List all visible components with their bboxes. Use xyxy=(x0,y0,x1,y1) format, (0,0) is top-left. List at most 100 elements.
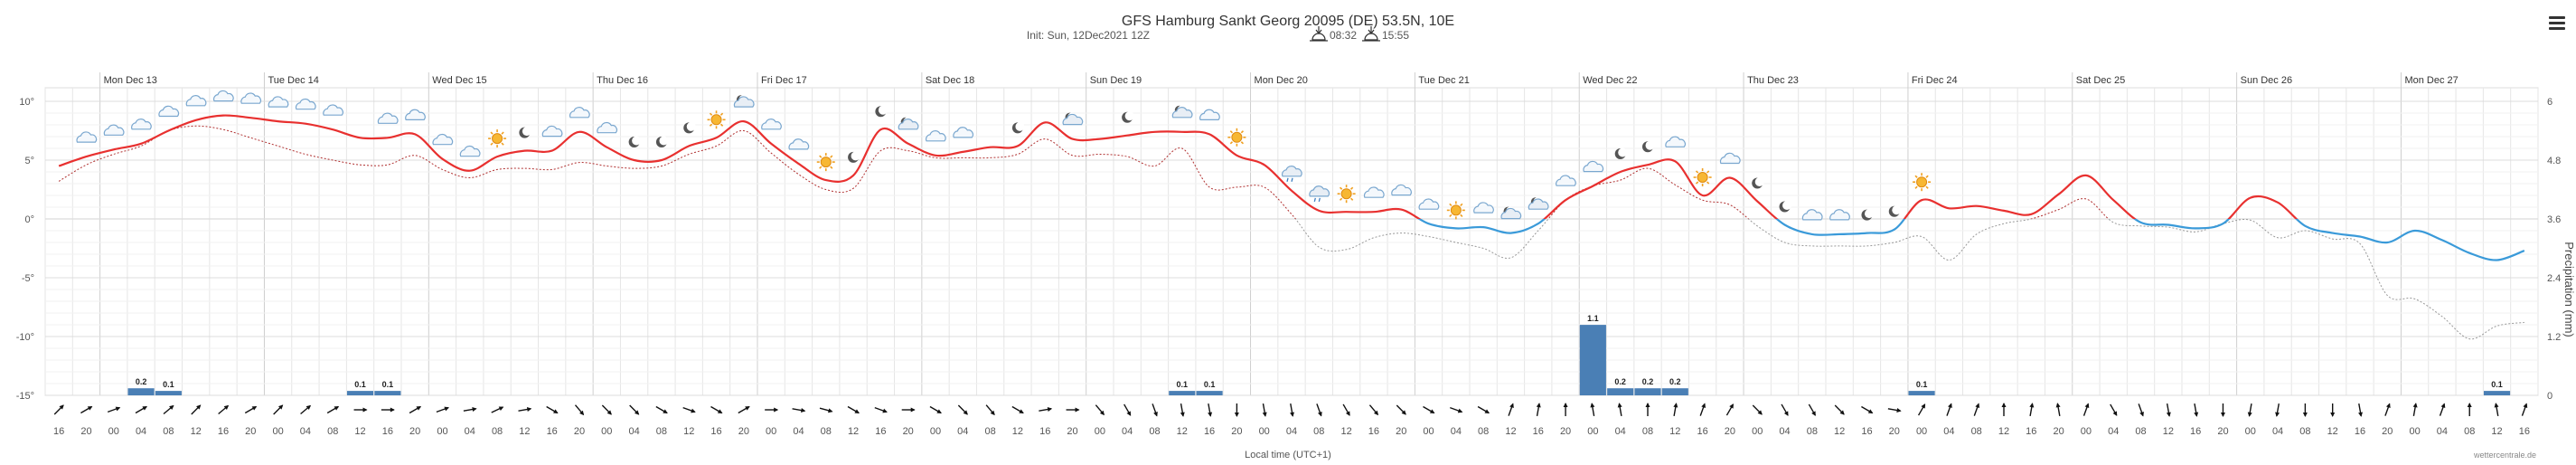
hour-tick-label: 04 xyxy=(1451,426,1462,437)
sun-ray xyxy=(1706,170,1710,174)
wind-head xyxy=(416,406,422,411)
hour-tick-label: 08 xyxy=(1971,426,1982,437)
moon-icon xyxy=(628,136,642,147)
precip-bar xyxy=(1579,325,1606,395)
cloud-icon xyxy=(158,105,180,118)
hour-tick-label: 00 xyxy=(2245,426,2256,437)
wind-head xyxy=(1290,412,1294,417)
wind-head xyxy=(115,406,121,412)
hour-tick-label: 04 xyxy=(2108,426,2119,437)
precip-bar xyxy=(1634,388,1661,395)
sun-ray xyxy=(709,123,713,127)
wind-head xyxy=(854,409,860,413)
wind-arrow xyxy=(1973,403,1980,416)
moon-icon xyxy=(848,151,860,163)
wind-head xyxy=(1373,410,1379,416)
wind-head xyxy=(2055,403,2061,408)
wind-head xyxy=(306,404,312,410)
hour-tick-label: 08 xyxy=(1478,426,1489,437)
cloud-shape xyxy=(185,95,207,107)
rain-drop xyxy=(1318,197,1321,203)
wind-arrow xyxy=(682,406,696,413)
cloud-shape xyxy=(1556,175,1576,186)
wind-arrow xyxy=(1342,403,1350,416)
wind-arrow xyxy=(1808,403,1816,416)
moon-icon xyxy=(519,127,531,138)
cloud-shape xyxy=(405,109,426,120)
wind-arrow xyxy=(2275,403,2280,417)
wind-head xyxy=(1896,408,1902,413)
cloud-icon xyxy=(1363,186,1385,198)
temp-tick-label: -10° xyxy=(16,332,34,343)
wind-head xyxy=(2302,413,2308,417)
hamburger-menu-icon[interactable] xyxy=(2549,16,2565,31)
wind-arrow xyxy=(629,404,640,415)
cloud-icon xyxy=(1556,175,1576,186)
wind-arrow xyxy=(381,407,395,413)
wind-head xyxy=(196,404,202,410)
hour-tick-label: 20 xyxy=(2217,426,2228,437)
wind-head xyxy=(1867,409,1874,413)
sun-ray xyxy=(719,123,724,127)
cloud-icon xyxy=(761,119,782,130)
sun-icon xyxy=(1446,201,1465,220)
cloud-shape xyxy=(377,112,399,124)
cloud-shape xyxy=(323,104,343,116)
cloud-shape xyxy=(1391,184,1412,196)
wind-head xyxy=(2330,413,2336,417)
sun-icon xyxy=(1913,173,1932,192)
temp-tick-label: 5° xyxy=(24,156,34,166)
precip-tick-label: 0 xyxy=(2547,391,2552,402)
hour-tick-label: 04 xyxy=(465,426,475,437)
temp-tick-label: 0° xyxy=(24,214,34,225)
precip-bar-label: 0.1 xyxy=(354,380,366,389)
moon-cutout xyxy=(1124,111,1134,121)
cloud-shape xyxy=(1801,209,1823,221)
cloud-icon xyxy=(1473,202,1494,214)
credit[interactable]: wettercentrale.de xyxy=(2473,451,2536,460)
wind-head xyxy=(882,408,888,413)
hour-tick-label: 08 xyxy=(1149,426,1160,437)
sun-ray xyxy=(719,112,724,116)
wind-head xyxy=(2001,403,2007,407)
wind-head xyxy=(362,407,368,413)
cloud-shape xyxy=(1363,186,1385,198)
wind-arrow xyxy=(353,407,368,413)
cloud-shape xyxy=(1829,209,1850,221)
hour-tick-label: 04 xyxy=(1615,426,1626,437)
sun-disc xyxy=(1450,204,1462,216)
cloud-icon xyxy=(788,138,810,150)
sun-icon xyxy=(816,153,835,172)
cloud-rain-icon xyxy=(1281,166,1302,182)
cloud-icon xyxy=(131,119,152,130)
wind-arrow xyxy=(1095,404,1105,416)
wind-arrow xyxy=(1234,403,1239,417)
sun-ray xyxy=(1449,214,1453,218)
wind-head xyxy=(1590,403,1595,408)
wind-arrow xyxy=(1946,403,1952,416)
wind-arrow xyxy=(491,406,504,413)
precip-bar-label: 1.1 xyxy=(1587,314,1599,323)
sun-ray xyxy=(1925,175,1929,178)
wind-arrow xyxy=(1262,403,1267,417)
wind-arrow xyxy=(546,405,559,414)
day-label: Wed Dec 15 xyxy=(432,75,486,86)
wind-arrow xyxy=(738,405,750,414)
sun-disc xyxy=(710,114,722,126)
hour-tick-label: 08 xyxy=(163,426,174,437)
hour-tick-label: 20 xyxy=(1396,426,1406,437)
hour-tick-label: 00 xyxy=(1916,426,1927,437)
hour-tick-label: 20 xyxy=(409,426,420,437)
hour-tick-label: 08 xyxy=(492,426,503,437)
wind-head xyxy=(1317,411,1322,417)
chart-title: GFS Hamburg Sankt Georg 20095 (DE) 53.5N… xyxy=(1122,14,1454,29)
wind-arrow xyxy=(1563,403,1568,416)
wind-arrow xyxy=(2055,403,2061,417)
moon-cloud-icon xyxy=(1500,206,1522,220)
wind-arrow xyxy=(1725,403,1735,416)
wind-head xyxy=(1701,403,1706,409)
day-label: Sat Dec 18 xyxy=(926,75,974,86)
precipitation-axis: 0 1.2 2.4 3.6 4.8 6 xyxy=(2547,97,2561,402)
cloud-icon xyxy=(240,92,261,104)
moon-cutout xyxy=(1782,201,1792,210)
